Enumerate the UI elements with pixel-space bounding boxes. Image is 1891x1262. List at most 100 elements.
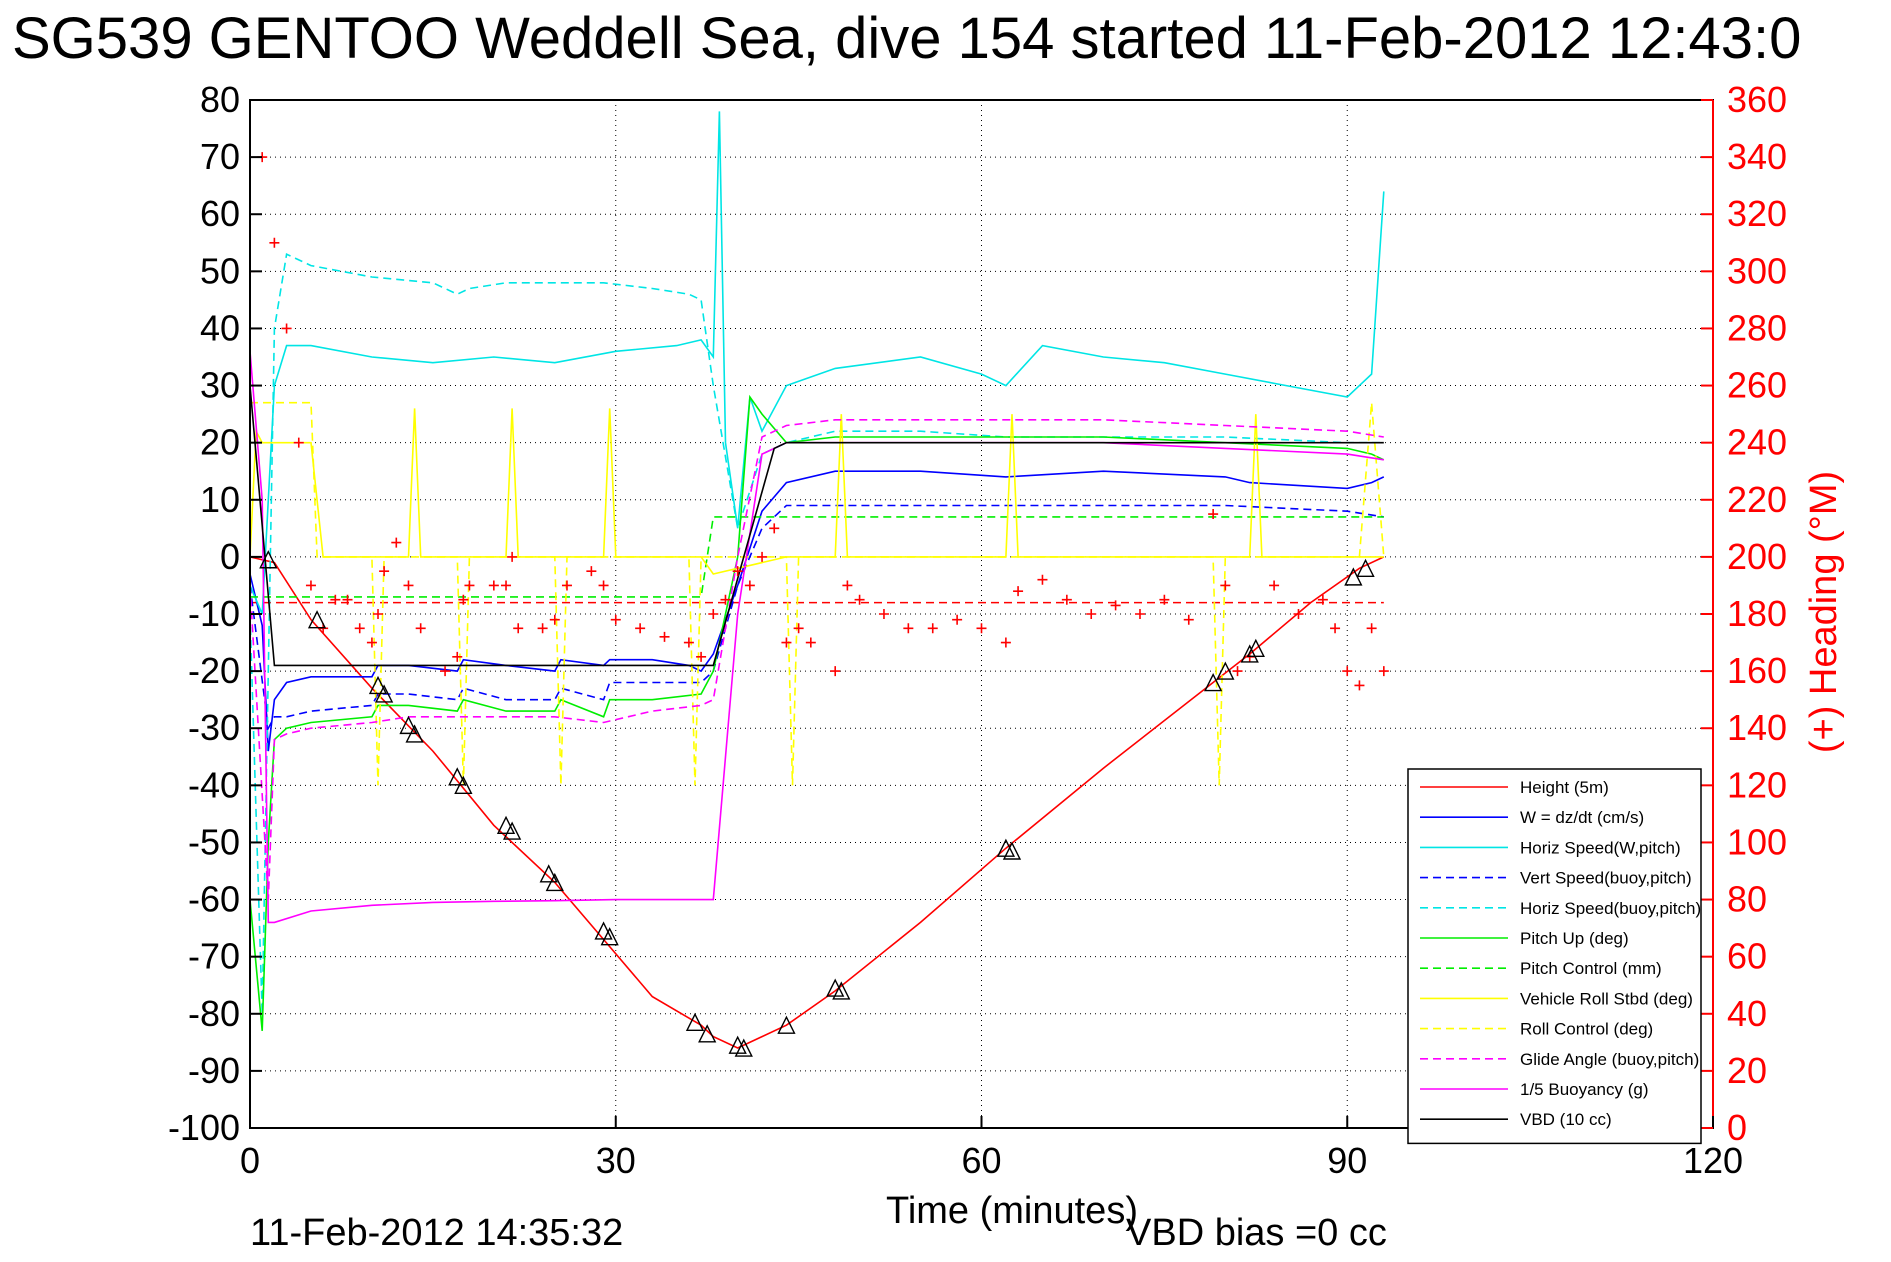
y2-tick-label: 280 [1727, 307, 1787, 348]
heading-point [366, 637, 377, 648]
y-tick-label: -70 [188, 936, 240, 977]
y-tick-label: 20 [200, 422, 240, 463]
heading-point [269, 237, 280, 248]
y-tick-label: 50 [200, 250, 240, 291]
series-line-2 [250, 470, 1385, 752]
legend-label: VBD (10 cc) [1520, 1110, 1612, 1129]
heading-point [330, 594, 341, 605]
triangle-marker [496, 815, 516, 835]
heading-point [1232, 666, 1243, 677]
heading-point [708, 609, 719, 619]
heading-point [488, 580, 499, 591]
legend-label: Horiz Speed(W,pitch) [1520, 838, 1681, 857]
heading-point [586, 566, 597, 577]
y-tick-label: -100 [168, 1107, 240, 1148]
series-line-12 [250, 385, 1384, 667]
heading-point [781, 637, 792, 648]
heading-point [1366, 623, 1377, 634]
legend-label: Vehicle Roll Stbd (deg) [1520, 989, 1693, 1008]
heading-point [1354, 680, 1365, 691]
triangle-marker [1002, 841, 1022, 860]
y-tick-label: -90 [188, 1050, 240, 1091]
y2-tick-label: 20 [1727, 1050, 1767, 1091]
heading-point [976, 623, 987, 634]
triangle-marker [698, 1024, 717, 1043]
x-tick-label: 0 [240, 1140, 260, 1181]
heading-point [1013, 586, 1024, 597]
heading-point [354, 623, 365, 634]
y-tick-label: -50 [188, 821, 240, 862]
y-tick-label: 30 [200, 365, 240, 406]
heading-point [1378, 666, 1389, 677]
triangle-marker [502, 821, 522, 840]
heading-point [683, 637, 694, 648]
heading-point [830, 666, 841, 677]
legend-label: Height (5m) [1520, 778, 1609, 797]
heading-point [379, 566, 390, 577]
triangle-marker [454, 775, 473, 795]
heading-point [1000, 637, 1011, 648]
heading-point [1208, 509, 1219, 520]
triangle-marker [405, 724, 424, 743]
heading-point [952, 614, 963, 625]
x-tick-label: 60 [961, 1140, 1001, 1181]
series-line-11 [250, 351, 1384, 924]
triangle-marker [1356, 558, 1375, 578]
series-line-10 [250, 418, 1384, 900]
y2-tick-label: 60 [1727, 936, 1767, 977]
heading-point [1293, 609, 1304, 619]
y2-tick-label: 240 [1727, 422, 1787, 463]
heading-point [793, 623, 804, 634]
series-line-8 [250, 408, 1384, 575]
legend-label: Horiz Speed(buoy,pitch) [1520, 899, 1701, 918]
y2-tick-label: 140 [1727, 707, 1787, 748]
y-tick-label: -60 [188, 879, 240, 920]
legend-label: Pitch Up (deg) [1520, 929, 1629, 948]
y2-tick-label: 180 [1727, 593, 1787, 634]
heading-point [1269, 580, 1280, 591]
heading-point [842, 580, 853, 591]
y2-tick-label: 340 [1727, 136, 1787, 177]
y-tick-label: 80 [200, 79, 240, 120]
y-tick-label: -30 [188, 707, 240, 748]
triangle-marker [545, 872, 564, 892]
y-tick-label: 10 [200, 479, 240, 520]
heading-point [1086, 609, 1097, 619]
y2-tick-label: 320 [1727, 193, 1787, 234]
triangle-marker [368, 675, 388, 695]
heading-point [342, 594, 353, 605]
triangle-marker [777, 1015, 796, 1034]
x-axis-label: Time (minutes) [886, 1190, 1138, 1232]
heading-point [1061, 594, 1072, 605]
legend-label: Vert Speed(buoy,pitch) [1520, 869, 1692, 888]
chart-title: SG539 GENTOO Weddell Sea, dive 154 start… [12, 6, 1801, 71]
triangle-marker [594, 921, 613, 940]
plot-series [250, 111, 1389, 1057]
heading-point [769, 523, 780, 534]
triangle-marker [1240, 644, 1259, 663]
legend-label: Glide Angle (buoy,pitch) [1520, 1050, 1699, 1069]
heading-point [501, 580, 512, 591]
y2-tick-label: 360 [1727, 79, 1787, 120]
y2-tick-label: 0 [1727, 1107, 1747, 1148]
heading-point [549, 614, 560, 625]
y2-tick-label: 220 [1727, 479, 1787, 520]
heading-point [391, 537, 402, 548]
y-tick-label: 40 [200, 307, 240, 348]
heading-point [635, 623, 646, 634]
series-line-5 [250, 253, 1384, 1014]
heading-point [1342, 666, 1353, 677]
y-tick-label: -40 [188, 764, 240, 805]
triangle-marker [600, 927, 619, 946]
heading-point [1220, 580, 1231, 591]
axis-ticks: 0 30 60 90 12080706050403020100-10-20-30-40-… [168, 79, 1787, 1181]
heading-point [1183, 614, 1194, 625]
triangle-marker [832, 981, 851, 1000]
triangle-marker [1246, 638, 1265, 657]
y2-tick-label: 260 [1727, 365, 1787, 406]
heading-point [537, 623, 548, 634]
heading-point [720, 594, 731, 605]
heading-point [373, 609, 384, 619]
heading-point [659, 631, 670, 642]
y-tick-label: -10 [188, 593, 240, 634]
